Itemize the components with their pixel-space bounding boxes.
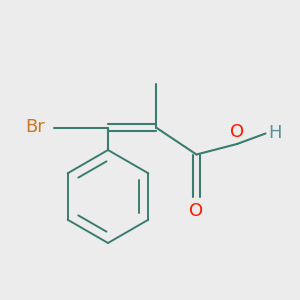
Text: Br: Br — [25, 118, 45, 136]
Text: O: O — [230, 123, 244, 141]
Text: O: O — [189, 202, 204, 220]
Text: H: H — [268, 124, 282, 142]
